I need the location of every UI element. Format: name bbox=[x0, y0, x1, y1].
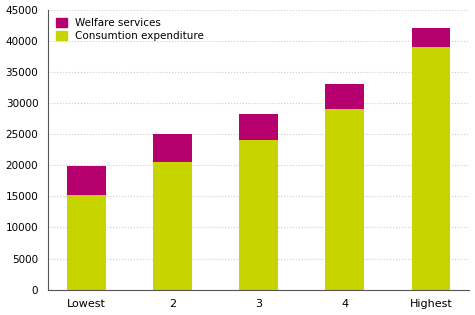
Bar bbox=[411, 28, 450, 47]
Bar bbox=[153, 134, 192, 162]
Legend: Welfare services, Consumtion expenditure: Welfare services, Consumtion expenditure bbox=[53, 15, 207, 44]
Bar bbox=[153, 162, 192, 290]
Bar bbox=[67, 166, 106, 195]
Bar bbox=[325, 109, 364, 290]
Bar bbox=[67, 195, 106, 290]
Bar bbox=[411, 47, 450, 290]
Bar bbox=[239, 140, 278, 290]
Bar bbox=[325, 84, 364, 109]
Bar bbox=[239, 113, 278, 140]
